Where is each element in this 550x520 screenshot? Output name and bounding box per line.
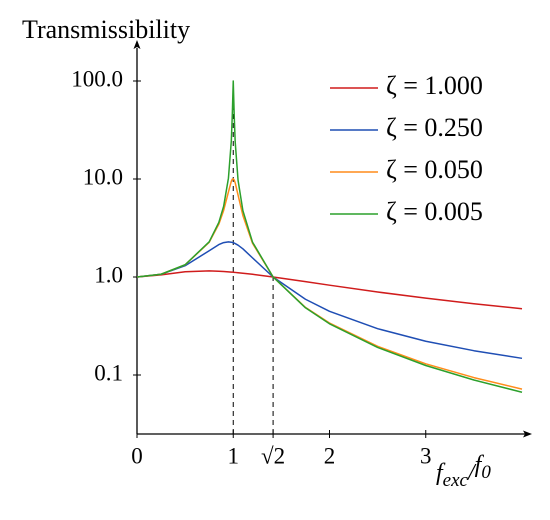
x-tick-label: 1: [228, 443, 240, 468]
x-label-part: f: [475, 452, 485, 478]
x-label-subscript: exc: [443, 470, 469, 491]
x-label-part: /: [466, 460, 477, 486]
y-axis-arrow: [133, 40, 141, 49]
x-axis-arrow: [523, 430, 532, 438]
series-line: [136, 241, 523, 360]
legend-label: ζ = 1.000: [386, 71, 483, 100]
x-axis-label: fexc/f0: [436, 452, 491, 492]
y-tick-label: 10.0: [83, 164, 123, 189]
series-line: [136, 270, 523, 310]
legend-label: ζ = 0.050: [386, 155, 483, 184]
y-axis-label: Transmissibility: [22, 15, 190, 44]
y-tick-label: 0.1: [94, 360, 123, 385]
x-tick-label: √2: [261, 443, 285, 468]
x-tick-label: 3: [420, 443, 432, 468]
legend-label: ζ = 0.250: [386, 113, 483, 142]
legend-label: ζ = 0.005: [386, 197, 483, 226]
x-tick-label: 0: [131, 443, 143, 468]
x-label-part: f: [436, 460, 446, 486]
y-tick-label: 100.0: [71, 66, 123, 91]
y-tick-label: 1.0: [94, 262, 123, 287]
x-tick-label: 2: [324, 443, 336, 468]
x-label-subscript: 0: [481, 462, 491, 483]
series-line: [136, 80, 523, 393]
